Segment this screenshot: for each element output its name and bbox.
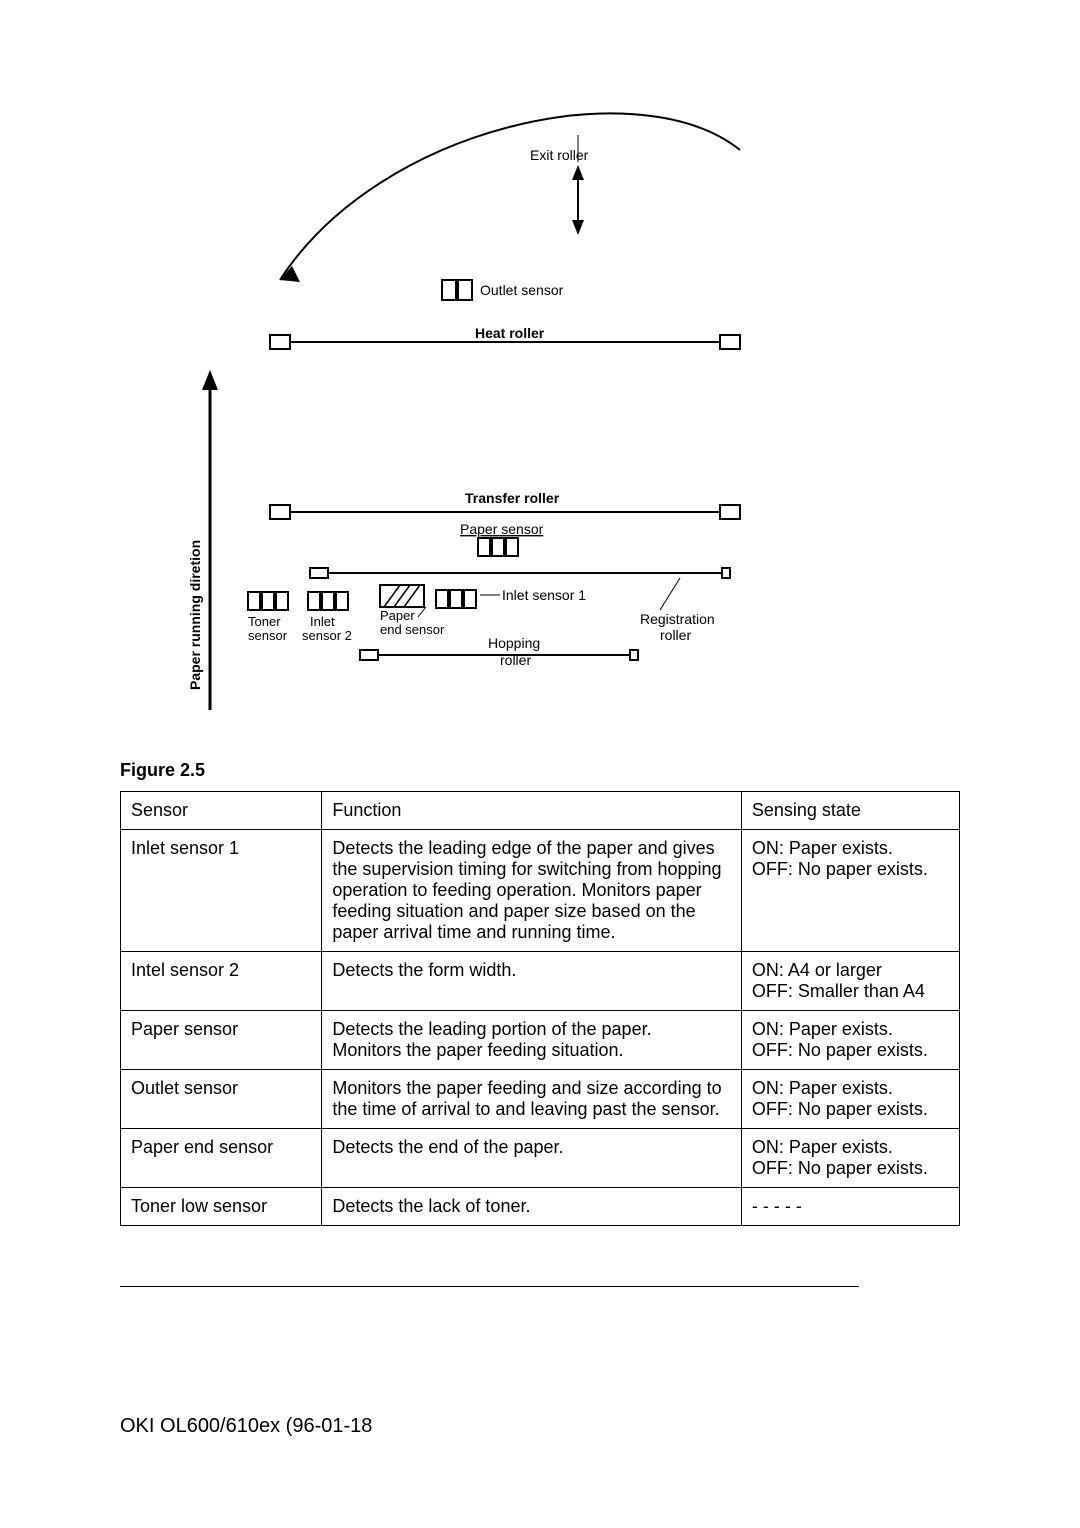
cell-state: - - - - - [741, 1188, 959, 1226]
hopping-roller-label: roller [500, 652, 531, 668]
cell-function: Monitors the paper feeding and size acco… [322, 1070, 742, 1129]
divider-line [120, 1286, 859, 1287]
paper-sensor-label: Paper sensor [460, 521, 544, 537]
cell-function: Detects the end of the paper. [322, 1129, 742, 1188]
col-function: Function [322, 792, 742, 830]
page: Paper running diretion Exit roller Outle… [0, 0, 1080, 1528]
transfer-roller-label: Transfer roller [465, 490, 560, 506]
hopping-label: Hopping [488, 635, 540, 651]
cell-sensor: Intel sensor 2 [121, 952, 322, 1011]
paper-end-l2: end sensor [380, 622, 445, 637]
heat-roller-label: Heat roller [475, 325, 545, 341]
cell-state: ON: Paper exists.OFF: No paper exists. [741, 1070, 959, 1129]
exit-roller-label: Exit roller [530, 147, 589, 163]
cell-sensor: Toner low sensor [121, 1188, 322, 1226]
page-footer: OKI OL600/610ex (96-01-18 [120, 1415, 372, 1438]
side-label: Paper running diretion [187, 540, 203, 690]
registration-roller-label: roller [660, 627, 691, 643]
toner-sensor-label: sensor [248, 628, 288, 643]
cell-function: Detects the lack of toner. [322, 1188, 742, 1226]
cell-sensor: Paper end sensor [121, 1129, 322, 1188]
table-row: Paper sensor Detects the leading portion… [121, 1011, 960, 1070]
table-header-row: Sensor Function Sensing state [121, 792, 960, 830]
cell-function: Detects the leading portion of the paper… [322, 1011, 742, 1070]
col-sensor: Sensor [121, 792, 322, 830]
cell-state: ON: Paper exists.OFF: No paper exists. [741, 830, 959, 952]
table-body: Inlet sensor 1 Detects the leading edge … [121, 830, 960, 1226]
inlet-label: Inlet [310, 614, 335, 629]
registration-label: Registration [640, 611, 715, 627]
col-state: Sensing state [741, 792, 959, 830]
toner-label: Toner [248, 614, 281, 629]
table-row: Intel sensor 2 Detects the form width. O… [121, 952, 960, 1011]
outlet-sensor-label: Outlet sensor [480, 282, 564, 298]
table-row: Inlet sensor 1 Detects the leading edge … [121, 830, 960, 952]
cell-function: Detects the leading edge of the paper an… [322, 830, 742, 952]
inlet-sensor-1-label: Inlet sensor 1 [502, 587, 586, 603]
inlet-sensor2-label: sensor 2 [302, 628, 352, 643]
diagram-svg: Paper running diretion Exit roller Outle… [180, 90, 760, 730]
paper-end-l1: Paper [380, 608, 415, 623]
table-row: Paper end sensor Detects the end of the … [121, 1129, 960, 1188]
cell-function: Detects the form width. [322, 952, 742, 1011]
cell-sensor: Paper sensor [121, 1011, 322, 1070]
cell-sensor: Inlet sensor 1 [121, 830, 322, 952]
table-row: Outlet sensor Monitors the paper feeding… [121, 1070, 960, 1129]
sensor-diagram: Paper running diretion Exit roller Outle… [180, 90, 760, 730]
cell-sensor: Outlet sensor [121, 1070, 322, 1129]
cell-state: ON: Paper exists.OFF: No paper exists. [741, 1011, 959, 1070]
cell-state: ON: A4 or largerOFF: Smaller than A4 [741, 952, 959, 1011]
sensor-table: Sensor Function Sensing state Inlet sens… [120, 791, 960, 1226]
table-row: Toner low sensor Detects the lack of ton… [121, 1188, 960, 1226]
cell-state: ON: Paper exists.OFF: No paper exists. [741, 1129, 959, 1188]
figure-label: Figure 2.5 [120, 760, 960, 781]
